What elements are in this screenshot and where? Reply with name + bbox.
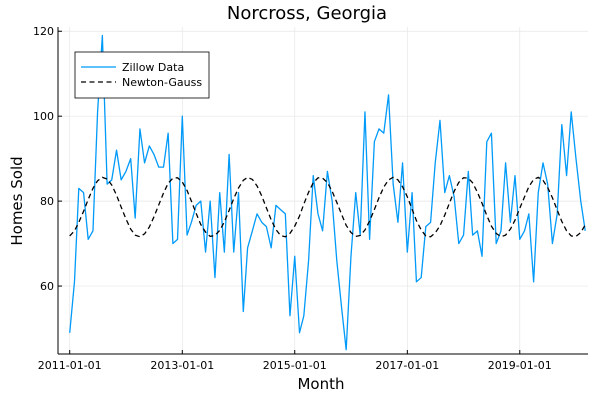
x-tick-label: 2017-01-01: [375, 359, 439, 372]
y-tick-label: 80: [40, 195, 54, 208]
y-tick-label: 60: [40, 280, 54, 293]
legend: Zillow Data Newton-Gauss: [74, 51, 210, 99]
x-tick-label: 2013-01-01: [150, 359, 214, 372]
x-tick-label: 2019-01-01: [488, 359, 552, 372]
y-tick-label: 100: [33, 110, 54, 123]
tick-labels: 2011-01-01 2013-01-01 2015-01-01 2017-01-01…: [33, 25, 552, 372]
legend-box: [74, 51, 210, 99]
y-tick-label: 120: [33, 25, 54, 38]
x-tick-label: 2011-01-01: [38, 359, 102, 372]
legend-label: Newton-Gauss: [122, 76, 202, 89]
legend-label: Zillow Data: [122, 61, 184, 74]
axes: [57, 27, 588, 355]
series-lines: [69, 34, 586, 351]
x-tick-label: 2015-01-01: [263, 359, 327, 372]
y-axis-label: Homes Sold: [8, 156, 26, 245]
newton-gauss-line: [69, 176, 586, 238]
chart-title: Norcross, Georgia: [227, 3, 387, 24]
x-axis-label: Month: [297, 375, 344, 393]
grid: [58, 27, 588, 354]
